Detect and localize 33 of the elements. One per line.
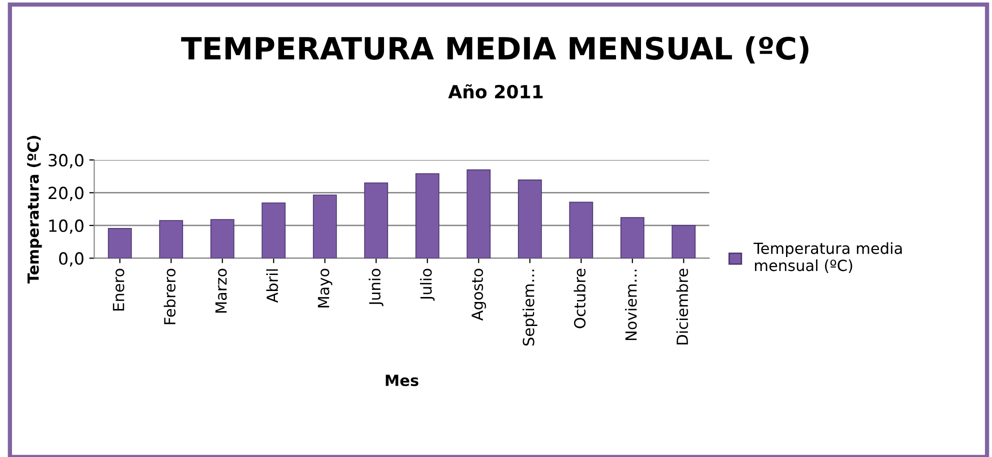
x-tick-label: Septiem… bbox=[522, 270, 538, 346]
bar bbox=[569, 202, 594, 258]
x-tick-label: Mayo bbox=[318, 268, 332, 308]
bar bbox=[159, 220, 184, 258]
x-tick-label: Junio bbox=[368, 268, 384, 306]
x-tick-label: Julio bbox=[420, 268, 435, 301]
bar bbox=[620, 217, 644, 258]
y-tick-label: 20,0 bbox=[48, 186, 84, 201]
y-tick-label: 30,0 bbox=[48, 154, 84, 168]
y-tick-label: 10,0 bbox=[49, 219, 84, 234]
bar bbox=[108, 228, 132, 258]
x-tick-label: Abril bbox=[266, 269, 278, 303]
bar bbox=[262, 202, 286, 258]
bar bbox=[518, 180, 542, 258]
y-tick-label: 0,0 bbox=[59, 252, 84, 266]
bar bbox=[672, 225, 696, 258]
x-tick-label: Enero bbox=[112, 268, 124, 310]
x-tick-label: Marzo bbox=[215, 268, 227, 313]
bar bbox=[466, 169, 491, 258]
x-tick-label: Febrero bbox=[164, 268, 176, 324]
bar bbox=[415, 173, 440, 258]
bar bbox=[210, 219, 234, 258]
chart-subtitle: Año 2011 bbox=[448, 84, 543, 99]
x-tick-label: Octubre bbox=[574, 268, 586, 328]
bar bbox=[364, 182, 388, 258]
x-tick-label: Diciembre bbox=[676, 268, 688, 344]
x-axis-title: Mes bbox=[386, 374, 418, 386]
chart-title: TEMPERATURA MEDIA MENSUAL (ºC) bbox=[181, 36, 808, 64]
y-axis-title: Temperatura (ºC) bbox=[27, 136, 42, 284]
bar bbox=[312, 194, 337, 258]
legend-label: Temperatura media mensual (ºC) bbox=[754, 242, 902, 273]
x-tick-label: Noviem… bbox=[625, 270, 637, 340]
x-tick-label: Agosto bbox=[472, 268, 486, 321]
